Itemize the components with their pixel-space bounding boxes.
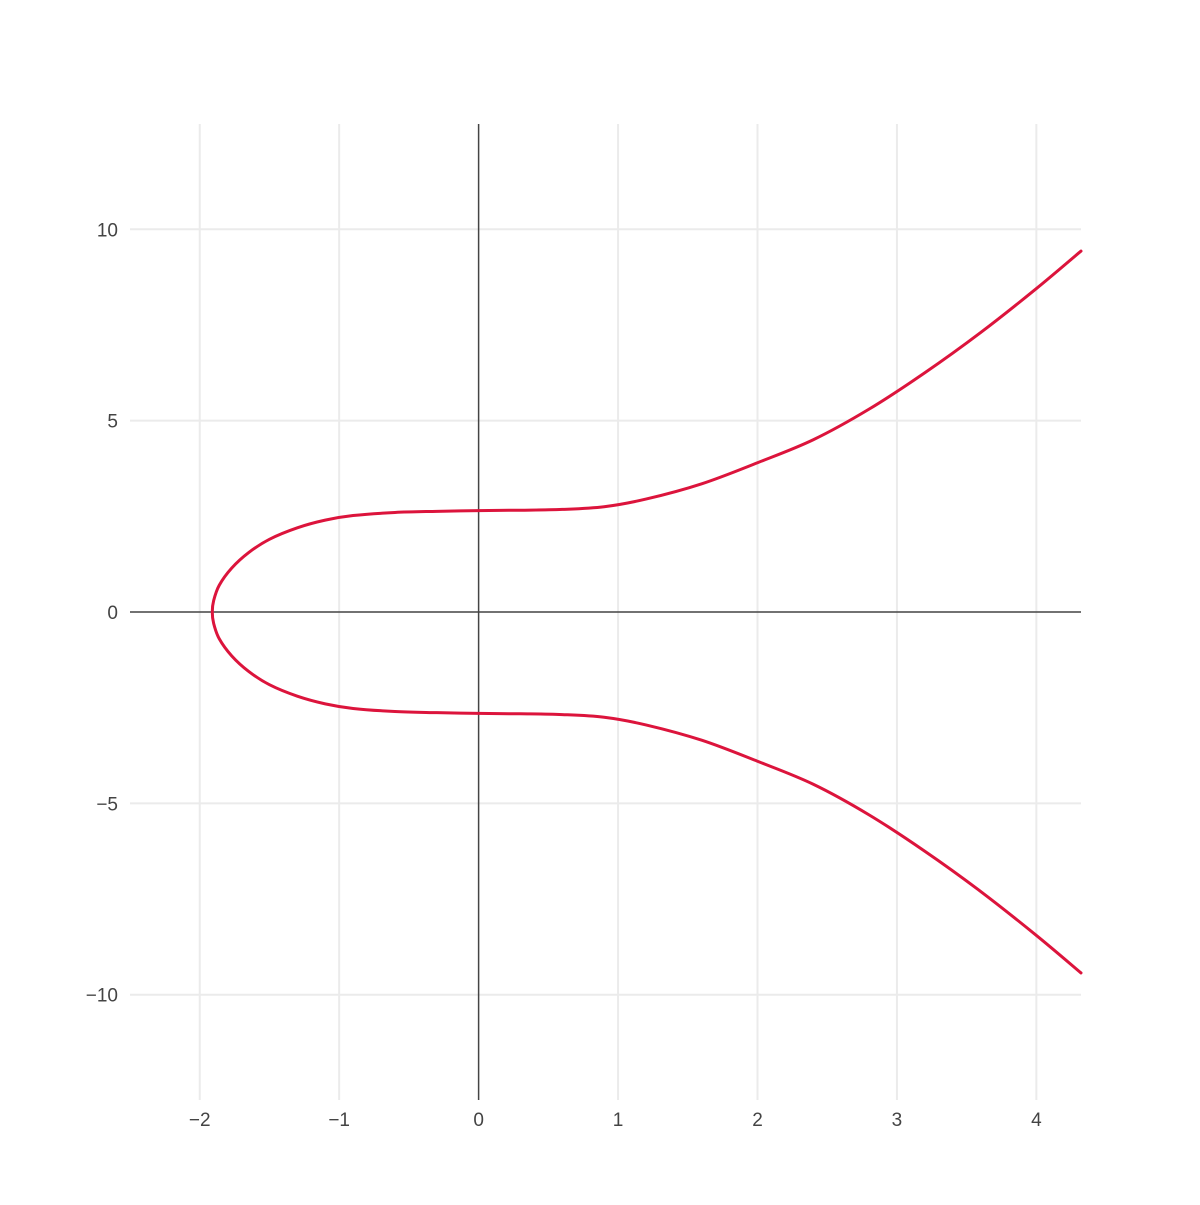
series-layer [210,249,1083,975]
y-tick-labels: −10 −5 0 5 10 [86,220,118,1006]
x-tick-label: 3 [892,1110,903,1131]
x-tick-label: 0 [473,1110,484,1131]
x-tick-label: 4 [1031,1110,1042,1131]
zero-lines [130,124,1081,1100]
y-tick-label: 10 [97,220,118,241]
x-tick-labels: −2 −1 0 1 2 3 4 [189,1110,1042,1131]
y-tick-label: −5 [96,794,118,815]
y-tick-label: 5 [107,412,118,433]
x-tick-label: 2 [752,1110,763,1131]
x-tick-label: −1 [328,1110,350,1131]
y-tick-label: −10 [86,986,118,1007]
series-line-0 [210,249,1083,975]
x-tick-label: 1 [613,1110,624,1131]
x-tick-label: −2 [189,1110,211,1131]
y-gridlines [130,228,1081,996]
y-tick-label: 0 [107,603,118,624]
